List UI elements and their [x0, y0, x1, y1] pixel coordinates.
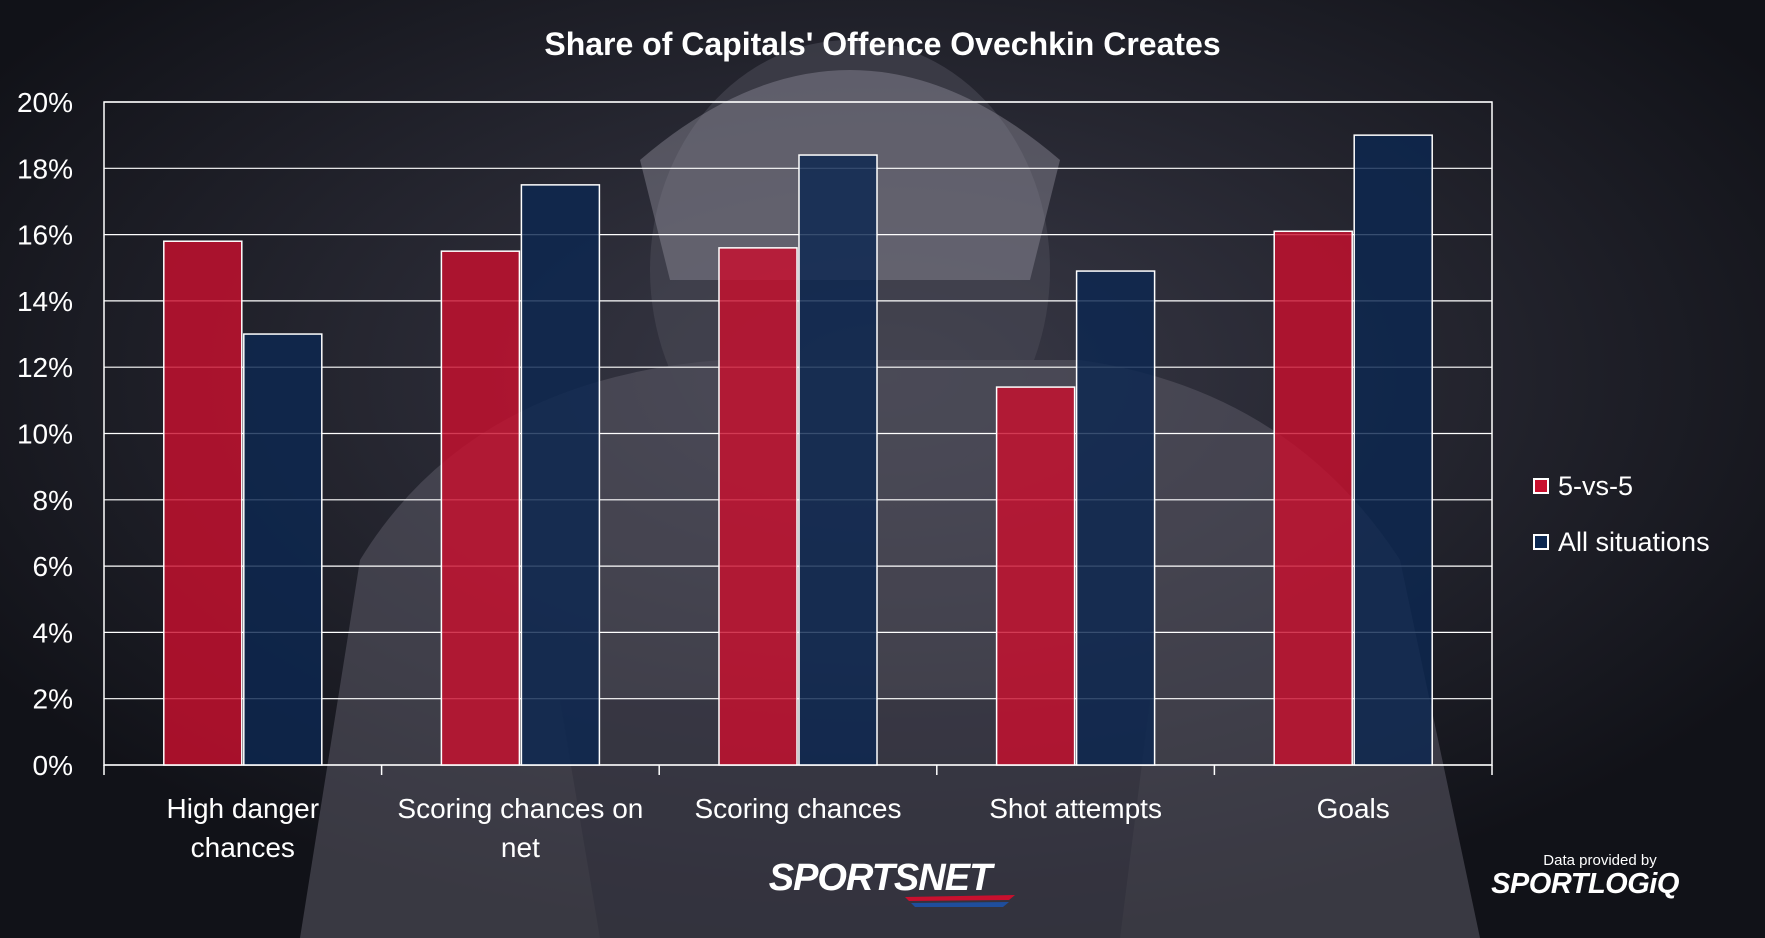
- x-category-label: chances: [191, 832, 295, 863]
- legend-swatch-5v5: [1533, 478, 1549, 494]
- legend-item-5v5: 5-vs-5: [1533, 458, 1710, 514]
- bar-all-situations: [520, 184, 601, 766]
- y-tick-label: 2%: [33, 684, 73, 715]
- x-category-label: Goals: [1317, 793, 1390, 824]
- sportsnet-logo: SPORTSNET: [725, 857, 1035, 907]
- legend: 5-vs-5 All situations: [1533, 458, 1710, 570]
- legend-item-all-situations: All situations: [1533, 514, 1710, 570]
- bar-5v5: [440, 250, 521, 766]
- y-tick-label: 10%: [17, 419, 73, 450]
- x-category-label: High danger: [167, 793, 320, 824]
- y-tick-label: 8%: [33, 485, 73, 516]
- sportsnet-logo-text: SPORTSNET: [768, 857, 993, 899]
- bar-5v5: [163, 240, 243, 766]
- sportsnet-swoosh-icon: [905, 895, 1015, 907]
- legend-label-5v5: 5-vs-5: [1558, 470, 1634, 501]
- y-tick-label: 12%: [17, 352, 73, 383]
- y-tick-label: 20%: [17, 87, 73, 118]
- bar-all-situations: [1075, 270, 1156, 766]
- bar-5v5: [1273, 230, 1353, 766]
- y-tick-label: 14%: [17, 286, 73, 317]
- y-tick-label: 6%: [33, 551, 73, 582]
- data-provider-label: Data provided by: [1543, 852, 1657, 869]
- x-category-label: Shot attempts: [989, 793, 1162, 824]
- bar-all-situations: [798, 154, 878, 766]
- y-tick-label: 18%: [17, 153, 73, 184]
- bar-all-situations: [243, 333, 323, 766]
- y-tick-label: 16%: [17, 220, 73, 251]
- x-category-label: net: [501, 832, 540, 863]
- x-category-label: Scoring chances: [694, 793, 901, 824]
- bar-5v5: [718, 247, 798, 766]
- legend-swatch-all-situations: [1533, 534, 1549, 550]
- y-tick-label: 4%: [33, 617, 73, 648]
- bar-5v5: [995, 386, 1076, 766]
- chart-title: Share of Capitals' Offence Ovechkin Crea…: [544, 26, 1221, 62]
- x-category-label: Scoring chances on: [397, 793, 643, 824]
- y-tick-label: 0%: [33, 750, 73, 781]
- sportlogiq-logo: SPORTLOGiQ: [1491, 868, 1679, 900]
- legend-label-all-situations: All situations: [1558, 526, 1710, 557]
- bar-all-situations: [1353, 134, 1433, 766]
